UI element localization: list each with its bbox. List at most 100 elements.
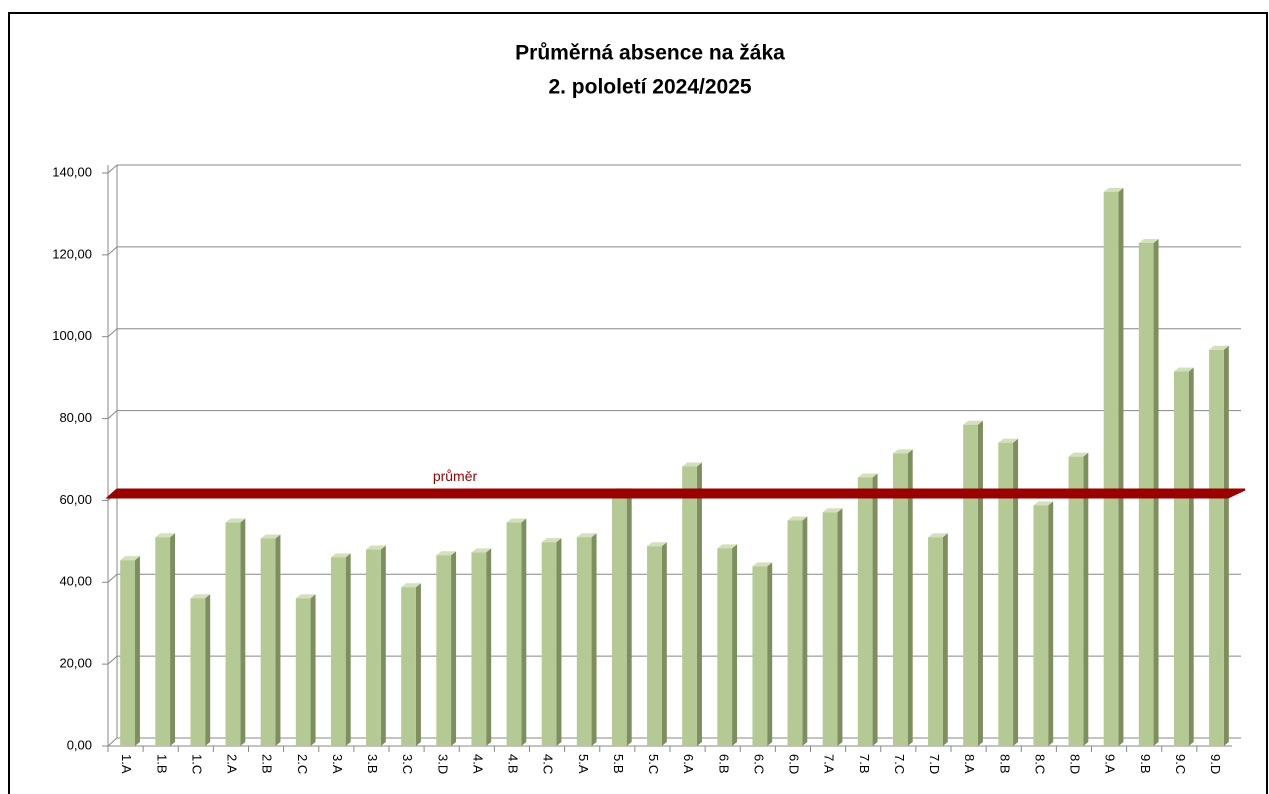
bar-front [366, 549, 381, 746]
bar-top [295, 594, 316, 599]
bar-top [1138, 238, 1159, 243]
bar-side [275, 534, 281, 746]
bar-top [1173, 367, 1194, 372]
bar [1033, 501, 1054, 746]
bar-front [225, 522, 241, 746]
bar [225, 518, 246, 746]
bar-side [767, 562, 773, 746]
bar [471, 548, 492, 746]
bar-top [506, 518, 527, 523]
x-tick-label: 5.C [646, 754, 661, 774]
bar-front [1209, 349, 1224, 746]
bar-top [1103, 187, 1124, 192]
bar-top [857, 473, 878, 478]
bar-side [626, 488, 632, 746]
x-tick-label: 1.A [119, 754, 134, 774]
bar-side [942, 533, 948, 746]
bar-front [295, 598, 311, 746]
bar-front [611, 492, 627, 746]
bar-front [506, 522, 522, 746]
grid-line-depth [107, 164, 118, 174]
bar-front [155, 537, 171, 746]
bar-top [998, 438, 1019, 443]
x-tick-label: 1.C [189, 754, 204, 774]
bar-top [471, 548, 492, 553]
bar-front [892, 453, 908, 746]
bar-top [647, 542, 667, 547]
y-tick-label: 60,00 [59, 492, 92, 507]
bar-top [717, 544, 738, 549]
bar [963, 420, 983, 746]
y-tick-label: 100,00 [52, 328, 92, 343]
bar-side [732, 544, 738, 746]
grid-line-depth [107, 246, 118, 256]
bar-top [401, 583, 421, 588]
bar-top [752, 562, 773, 567]
x-tick-label: 4.C [541, 754, 556, 774]
bar [576, 533, 597, 746]
bar-front [1173, 371, 1189, 746]
x-tick-label: 8.A [962, 754, 977, 774]
bar-top [155, 533, 176, 538]
x-tick-label: 4.A [470, 754, 485, 774]
bar [1068, 452, 1089, 746]
grid-line-depth [107, 410, 118, 419]
bar-top [1068, 452, 1089, 457]
bar-side [696, 462, 702, 746]
y-tick-label: 120,00 [52, 246, 92, 261]
bar-top [1033, 501, 1054, 506]
x-tick-label: 9.A [1103, 754, 1118, 774]
chart-frame [8, 12, 1268, 794]
bar-front [330, 557, 346, 746]
x-tick-label: 9.B [1138, 754, 1153, 774]
bar-side [837, 508, 843, 746]
bar-side [1118, 187, 1124, 746]
bar [857, 473, 878, 746]
bar-side [802, 516, 808, 746]
y-tick-label: 140,00 [52, 164, 92, 179]
bar-side [345, 553, 351, 746]
bar-top [190, 594, 211, 599]
bar-top [330, 553, 351, 558]
bar-side [521, 518, 527, 746]
bar-side [415, 583, 421, 746]
bar-side [451, 551, 457, 746]
bar-front [120, 560, 135, 746]
bar-side [240, 518, 246, 746]
y-tick-label: 0,00 [67, 737, 92, 752]
x-tick-label: 7.D [927, 754, 942, 774]
bar [611, 488, 632, 746]
bar-side [872, 473, 878, 746]
bar-front [787, 520, 803, 746]
bar-front [647, 546, 662, 746]
x-tick-label: 2.A [225, 754, 240, 774]
bar-front [436, 555, 452, 746]
bar-top [366, 545, 386, 550]
x-tick-label: 1.B [154, 754, 169, 774]
average-line [105, 488, 1246, 499]
bar [928, 533, 948, 746]
bar-side [1083, 452, 1089, 746]
bar-side [205, 594, 211, 746]
x-tick-label: 4.B [506, 754, 521, 774]
bar-front [998, 442, 1014, 746]
bar-front [401, 587, 416, 746]
bar-side [591, 533, 597, 746]
bar-top [225, 518, 246, 523]
bar-top [682, 462, 702, 467]
x-tick-label: 2.B [260, 754, 275, 774]
bar-front [928, 537, 943, 746]
bar-front [541, 542, 557, 746]
x-tick-label: 3.D [435, 754, 450, 774]
bar-side [1223, 345, 1229, 746]
y-tick-label: 20,00 [59, 656, 92, 671]
bar-side [134, 556, 140, 746]
x-tick-label: 6.C [751, 754, 766, 774]
bar-top [963, 420, 983, 425]
bar [260, 534, 281, 746]
bar [330, 553, 351, 746]
grid-line-depth [107, 737, 118, 747]
grid-line-depth [107, 328, 118, 338]
x-tick-label: 3.C [400, 754, 415, 774]
